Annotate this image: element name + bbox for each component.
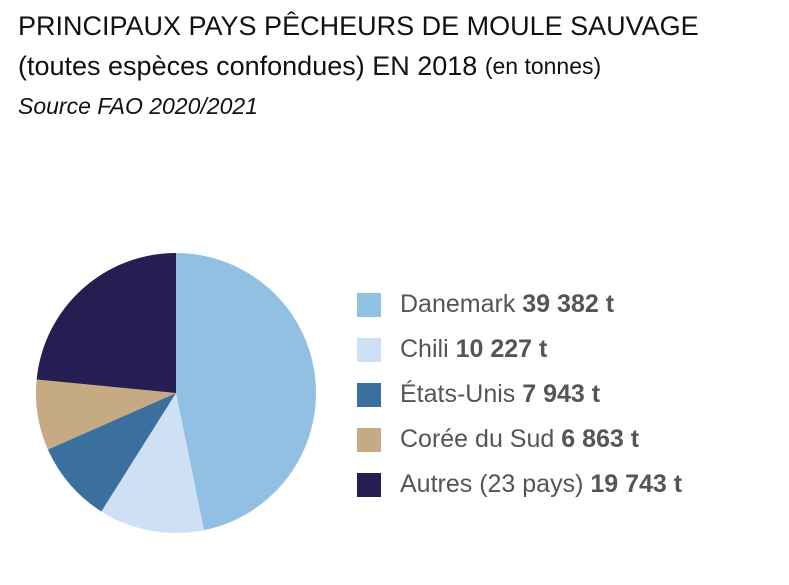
legend-value: 19 743 t	[590, 470, 682, 498]
chart-title-unit: (en tonnes)	[485, 53, 601, 79]
legend-name: Chili	[400, 335, 449, 363]
legend-name: Danemark	[400, 290, 516, 318]
pie-slice	[35, 379, 176, 450]
legend-name: États-Unis	[400, 379, 515, 408]
chart-title: PRINCIPAUX PAYS PÊCHEURS DE MOULE SAUVAG…	[18, 10, 699, 41]
legend-swatch	[357, 428, 381, 452]
pie	[35, 253, 316, 533]
legend-swatch	[357, 338, 381, 362]
legend-label: États-Unis 7 943 t	[400, 379, 601, 408]
legend-value: 10 227 t	[456, 335, 548, 363]
chart-title: (toutes espèces confondues) EN 2018 (en …	[18, 51, 601, 81]
legend-value: 7 943 t	[522, 380, 601, 408]
pie-slice	[101, 393, 204, 533]
legend-swatch	[357, 473, 381, 497]
legend-name: Autres (23 pays)	[400, 470, 583, 498]
pie-slice	[47, 393, 176, 512]
legend-swatch	[357, 293, 381, 317]
legend-label: Danemark 39 382 t	[400, 290, 615, 318]
legend-label: Chili 10 227 t	[400, 335, 548, 363]
chart-subtitle: Source FAO 2020/2021	[18, 93, 258, 119]
legend-value: 6 863 t	[561, 425, 640, 453]
chart-title-line: (toutes espèces confondues) EN 2018	[18, 51, 477, 81]
legend: Danemark 39 382 t Chili 10 227 t États-Uni…	[357, 290, 683, 498]
legend-swatch	[357, 383, 381, 407]
pie-slice	[36, 253, 176, 393]
legend-label: Corée du Sud 6 863 t	[400, 425, 640, 453]
pie-slice	[176, 253, 316, 531]
legend-value: 39 382 t	[522, 290, 614, 318]
legend-name: Corée du Sud	[400, 425, 554, 453]
legend-label: Autres (23 pays) 19 743 t	[400, 470, 683, 498]
